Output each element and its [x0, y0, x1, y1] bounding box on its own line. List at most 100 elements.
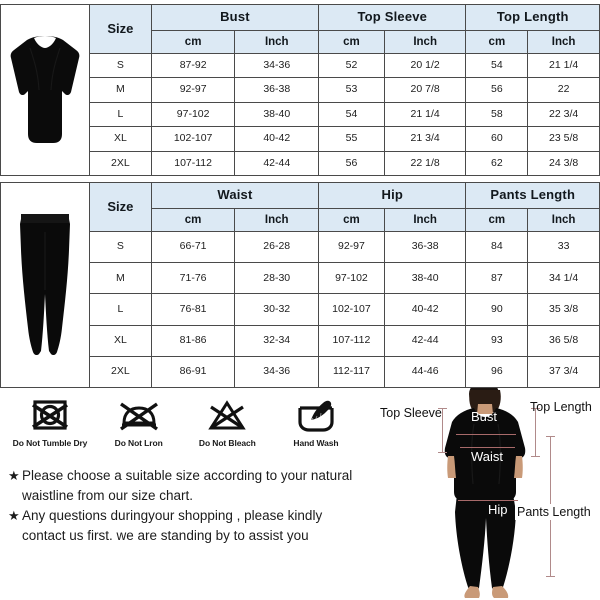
pants-size-chart-block: Size Waist Hip Pants Length cm Inch cm I… — [0, 182, 600, 389]
cell-bust-inch: 42-44 — [234, 150, 320, 177]
cell-size: L — [89, 293, 152, 326]
cell-bust-cm: 87-92 — [150, 52, 236, 79]
column-group-top-sleeve: Top Sleeve — [318, 4, 467, 31]
cell-waist-inch: 34-36 — [234, 355, 320, 389]
cell-bust-inch: 34-36 — [234, 52, 320, 79]
cell-size: 2XL — [89, 150, 152, 177]
cell-size: XL — [89, 126, 152, 152]
cell-hip-cm: 107-112 — [318, 324, 385, 357]
cell-sleeve-inch: 21 1/4 — [383, 101, 467, 128]
unit-header-bust-inch: Inch — [234, 30, 320, 54]
top-size-table: Size Bust Top Sleeve Top Length cm Inch … — [89, 4, 600, 177]
cell-hip-inch: 38-40 — [383, 262, 467, 295]
cell-waist-cm: 76-81 — [150, 293, 236, 326]
cell-size: S — [89, 52, 152, 79]
column-header-size: Size — [89, 4, 152, 54]
top-sleeve-tick-bottom — [438, 452, 447, 453]
cell-pants-inch: 33 — [527, 230, 600, 264]
cell-bust-cm: 107-112 — [150, 150, 236, 177]
cell-waist-cm: 86-91 — [150, 355, 236, 389]
unit-header-bust-cm: cm — [150, 30, 236, 54]
unit-header-length-cm: cm — [465, 30, 529, 54]
cell-bust-inch: 38-40 — [234, 101, 320, 128]
cell-pants-cm: 90 — [465, 293, 529, 326]
table-row: L 97-102 38-40 54 21 1/4 58 22 3/4 — [89, 101, 600, 128]
note-text-line: Any questions duringyour shopping , plea… — [22, 508, 323, 523]
cell-waist-inch: 26-28 — [234, 230, 320, 264]
cell-sleeve-inch: 21 3/4 — [383, 126, 467, 152]
cell-waist-inch: 32-34 — [234, 324, 320, 357]
cell-waist-cm: 81-86 — [150, 324, 236, 357]
long-sleeve-top-photo — [0, 4, 89, 176]
cell-length-cm: 56 — [465, 77, 529, 103]
cell-sleeve-cm: 53 — [318, 77, 385, 103]
care-label-bleach: Do Not Bleach — [198, 438, 256, 448]
cell-size: M — [89, 77, 152, 103]
cell-waist-inch: 30-32 — [234, 293, 320, 326]
top-length-tick-bottom — [531, 456, 540, 457]
bust-measure-line — [456, 434, 516, 435]
cell-bust-inch: 40-42 — [234, 126, 320, 152]
cell-hip-cm: 112-117 — [318, 355, 385, 389]
column-header-size: Size — [89, 182, 152, 232]
table-row: S 66-71 26-28 92-97 36-38 84 33 — [89, 230, 600, 264]
cell-size: L — [89, 101, 152, 128]
cell-bust-cm: 92-97 — [150, 77, 236, 103]
note-text-line: contact us first. we are standing by to … — [22, 527, 309, 543]
column-group-hip: Hip — [318, 182, 467, 209]
care-label-iron: Do Not Lron — [114, 438, 163, 448]
pants-size-table: Size Waist Hip Pants Length cm Inch cm I… — [89, 182, 600, 389]
note-bullet-star-icon: ★ — [8, 468, 20, 483]
cell-waist-inch: 28-30 — [234, 262, 320, 295]
model-photo-graphic — [378, 388, 600, 600]
care-item-iron: Do Not Lron — [97, 396, 181, 458]
care-instructions-row: Do Not Tumble Dry Do Not Lron Do Not Ble… — [8, 396, 358, 458]
table-row: XL 81-86 32-34 107-112 42-44 93 36 5/8 — [89, 324, 600, 357]
cell-size: XL — [89, 324, 152, 357]
hip-measure-line — [458, 500, 518, 501]
cell-length-cm: 62 — [465, 150, 529, 177]
unit-header-waist-inch: Inch — [234, 208, 320, 232]
do-not-iron-icon — [119, 396, 159, 436]
column-group-pants-length: Pants Length — [465, 182, 600, 209]
cell-sleeve-cm: 54 — [318, 101, 385, 128]
unit-header-hip-cm: cm — [318, 208, 385, 232]
cell-hip-inch: 44-46 — [383, 355, 467, 389]
cell-pants-inch: 37 3/4 — [527, 355, 600, 389]
unit-header-sleeve-cm: cm — [318, 30, 385, 54]
cell-sleeve-cm: 52 — [318, 52, 385, 79]
cell-sleeve-cm: 56 — [318, 150, 385, 177]
note-text-line: waistline from our size chart. — [22, 487, 194, 503]
care-item-hand-wash: Hand Wash — [274, 396, 358, 458]
cell-hip-cm: 102-107 — [318, 293, 385, 326]
note-item: ★ Any questions duringyour shopping , pl… — [8, 506, 378, 545]
cell-length-cm: 54 — [465, 52, 529, 79]
cell-size: M — [89, 262, 152, 295]
cell-length-inch: 22 3/4 — [527, 101, 600, 128]
cell-pants-inch: 35 3/8 — [527, 293, 600, 326]
cell-pants-inch: 36 5/8 — [527, 324, 600, 357]
column-group-top-length: Top Length — [465, 4, 600, 31]
table-header-group-row: Size Waist Hip Pants Length — [89, 182, 600, 232]
unit-header-hip-inch: Inch — [383, 208, 467, 232]
cell-length-cm: 58 — [465, 101, 529, 128]
long-sleeve-top-graphic — [10, 36, 80, 143]
unit-header-pants-inch: Inch — [527, 208, 600, 232]
pants-length-tick-bottom — [546, 576, 555, 577]
cell-length-inch: 23 5/8 — [527, 126, 600, 152]
pants-length-tick-top — [546, 436, 555, 437]
top-length-tick-top — [531, 408, 540, 409]
unit-header-sleeve-inch: Inch — [383, 30, 467, 54]
column-group-bust: Bust — [150, 4, 320, 31]
table-row: XL 102-107 40-42 55 21 3/4 60 23 5/8 — [89, 126, 600, 152]
unit-header-pants-cm: cm — [465, 208, 529, 232]
table-header-unit-row: cm Inch cm Inch cm Inch — [90, 30, 600, 54]
cell-hip-inch: 40-42 — [383, 293, 467, 326]
table-row: 2XL 107-112 42-44 56 22 1/8 62 24 3/8 — [89, 150, 600, 177]
cell-size: S — [89, 230, 152, 264]
note-bullet-star-icon: ★ — [8, 508, 20, 523]
label-hip: Hip — [488, 502, 508, 517]
cell-bust-inch: 36-38 — [234, 77, 320, 103]
top-sleeve-measure-line — [442, 408, 443, 452]
do-not-tumble-dry-icon — [31, 396, 69, 436]
